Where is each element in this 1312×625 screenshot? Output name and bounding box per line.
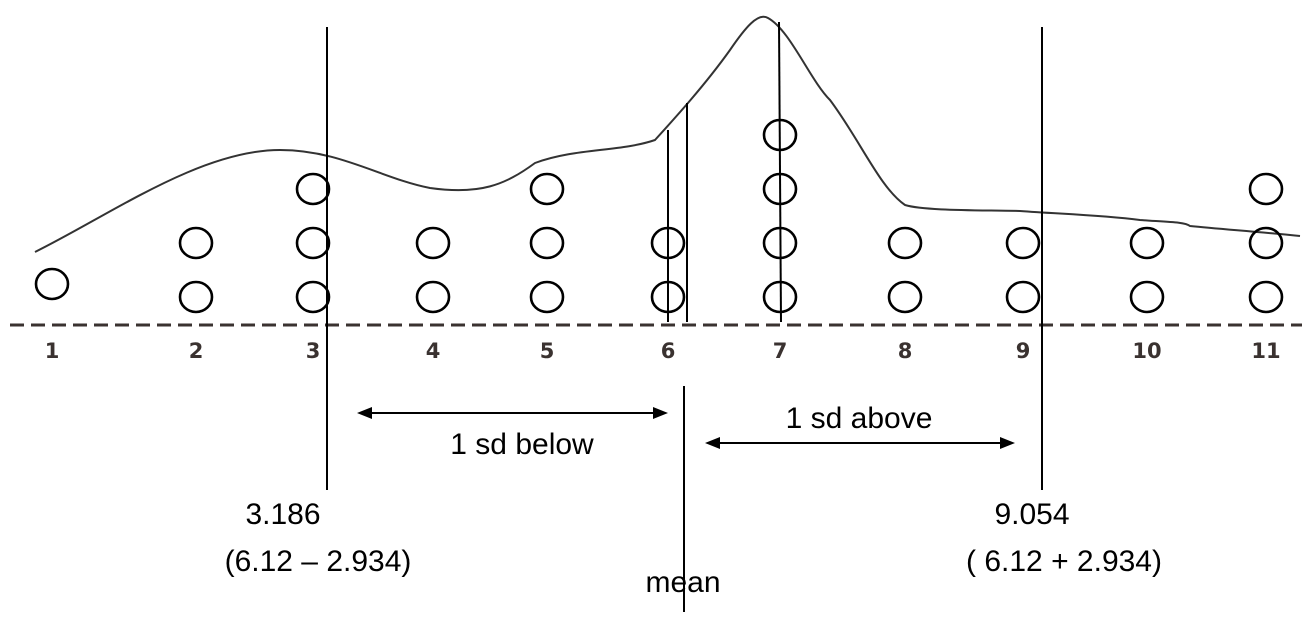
dot-marker-x4-2 [415, 226, 451, 260]
x-tick-label-6: 6 [661, 339, 676, 363]
dot-marker-x11-1 [1248, 280, 1284, 314]
mean-label: mean [645, 566, 720, 599]
dot-marker-x1-1 [34, 267, 70, 301]
dot-marker-x7-3 [762, 172, 798, 206]
dot-marker-x9-1 [1005, 280, 1041, 314]
below-arrow [357, 407, 668, 419]
x-tick-labels: 1 2 3 4 5 6 7 8 9 10 11 [45, 339, 1281, 363]
dot-marker-x5-2 [529, 226, 565, 260]
density-curve [34, 15, 1301, 253]
dots-layer [34, 118, 1284, 314]
dot-marker-x3-3 [295, 172, 331, 206]
upper-value: 9.054 [994, 498, 1069, 531]
dot-marker-x2-2 [178, 226, 214, 260]
dot-marker-x5-1 [529, 280, 565, 314]
dot-marker-x10-1 [1129, 280, 1165, 314]
x-tick-label-2: 2 [189, 339, 204, 363]
x-tick-label-4: 4 [426, 339, 441, 363]
dot-marker-x6-1 [650, 280, 686, 314]
above-label: 1 sd above [786, 402, 933, 435]
dot-marker-x5-3 [529, 172, 565, 206]
x-tick-label-10: 10 [1132, 339, 1161, 363]
dot-marker-x11-2 [1248, 226, 1284, 260]
below-label: 1 sd below [450, 428, 594, 461]
dot-marker-x3-1 [295, 280, 331, 314]
x-tick-label-8: 8 [898, 339, 913, 363]
x-tick-label-1: 1 [45, 339, 60, 363]
dot-marker-x8-2 [887, 226, 923, 260]
dot-marker-x3-2 [295, 226, 331, 260]
dot-marker-x7-1 [762, 280, 798, 314]
x-tick-label-5: 5 [540, 339, 555, 363]
dot-marker-x11-3 [1248, 172, 1284, 206]
peak-line [778, 21, 782, 323]
dot-marker-x6-2 [650, 226, 686, 260]
x-tick-label-3: 3 [306, 339, 321, 363]
dot-marker-x8-1 [887, 280, 923, 314]
dot-marker-x7-4 [762, 118, 798, 152]
x-tick-label-9: 9 [1016, 339, 1031, 363]
dot-marker-x2-1 [178, 280, 214, 314]
upper-formula: ( 6.12 + 2.934) [966, 545, 1162, 578]
x-tick-label-7: 7 [773, 339, 788, 363]
x-tick-label-11: 11 [1251, 339, 1280, 363]
above-arrow [705, 437, 1015, 449]
dot-marker-x4-1 [415, 280, 451, 314]
dot-marker-x10-2 [1129, 226, 1165, 260]
dot-marker-x9-2 [1005, 226, 1041, 260]
lower-formula: (6.12 – 2.934) [225, 545, 412, 578]
lower-value: 3.186 [245, 498, 320, 531]
dot-marker-x7-2 [762, 226, 798, 260]
